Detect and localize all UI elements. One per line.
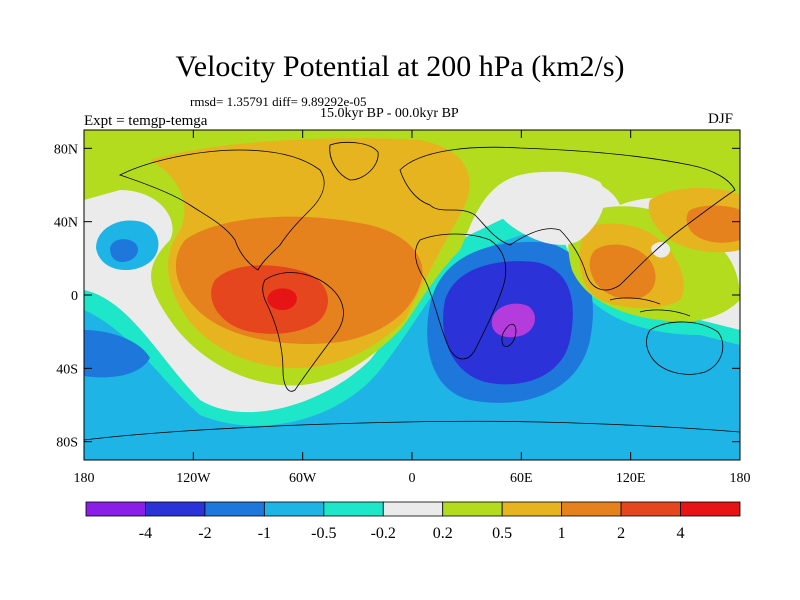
colorbar-box [501, 501, 563, 517]
coast-south-america [262, 272, 344, 392]
colorbar: -4 -2 -1 -0.5 -0.2 0.2 0.5 1 2 4 [85, 501, 741, 542]
lat-tick-label: 40N [54, 216, 78, 231]
lat-tick-label: 80S [56, 436, 78, 451]
experiment-label: Expt = temgp-temga [84, 113, 208, 129]
lon-tick-label: 180 [74, 471, 95, 486]
colorbar-label: 0.5 [492, 525, 512, 542]
colorbar-box [620, 501, 681, 517]
field-negative-upper-left-blue [110, 239, 139, 262]
coast-greenland [329, 141, 379, 181]
colorbar-box [680, 501, 741, 517]
colorbar-box [561, 501, 622, 517]
colorbar-box [204, 501, 265, 517]
coast-indonesia [609, 297, 691, 317]
field-negative-left-blue [84, 330, 150, 378]
field-positive-strong-asia [589, 244, 656, 300]
coastlines [84, 141, 740, 441]
colorbar-label: -0.2 [371, 525, 396, 542]
colorbar-box [263, 501, 325, 517]
field-negative-core [491, 303, 535, 338]
lat-tick-label: 80N [54, 142, 78, 157]
field-neutral-pacific [651, 242, 671, 258]
season-label: DJF [708, 111, 734, 127]
period-text: 15.0kyr BP - 00.0kyr BP [320, 106, 459, 121]
colorbar-box [323, 501, 384, 517]
colorbar-label: -2 [198, 525, 211, 542]
coast-antarctica [84, 420, 740, 441]
field-positive-core [267, 288, 297, 310]
axis-ticks: 180 120W 60W 0 60E 120E 180 80N 40N 0 40S 80S [54, 130, 751, 486]
colorbar-label: 4 [677, 525, 685, 542]
colorbar-label: 1 [558, 525, 566, 542]
lon-tick-label: 180 [730, 471, 751, 486]
colorbar-box [145, 501, 206, 517]
colorbar-label: 2 [617, 525, 625, 542]
plot-title: Velocity Potential at 200 hPa (km2/s) [175, 50, 625, 83]
lon-tick-label: 60E [510, 471, 533, 486]
lat-tick-label: 0 [71, 289, 78, 304]
lon-tick-label: 120W [176, 471, 211, 486]
colorbar-label: -0.5 [311, 525, 336, 542]
lon-tick-label: 0 [409, 471, 416, 486]
colorbar-box [442, 501, 503, 517]
coast-north-america [118, 149, 325, 271]
field-neutral-arabia [492, 171, 605, 245]
colorbar-label: -1 [258, 525, 271, 542]
colorbar-label: -4 [139, 525, 152, 542]
colorbar-box [382, 501, 444, 517]
colorbar-label: 0.2 [433, 525, 453, 542]
contour-field [84, 130, 740, 460]
stats-text: rmsd= 1.35791 diff= 9.89292e-05 [190, 94, 367, 109]
coast-africa [415, 233, 507, 360]
coast-europe-asia [399, 146, 736, 291]
lat-tick-label: 40S [56, 362, 78, 377]
coast-australia [646, 321, 724, 375]
lon-tick-label: 60W [289, 471, 317, 486]
lon-tick-label: 120E [616, 471, 646, 486]
colorbar-box [85, 501, 146, 517]
coast-madagascar [501, 323, 517, 347]
